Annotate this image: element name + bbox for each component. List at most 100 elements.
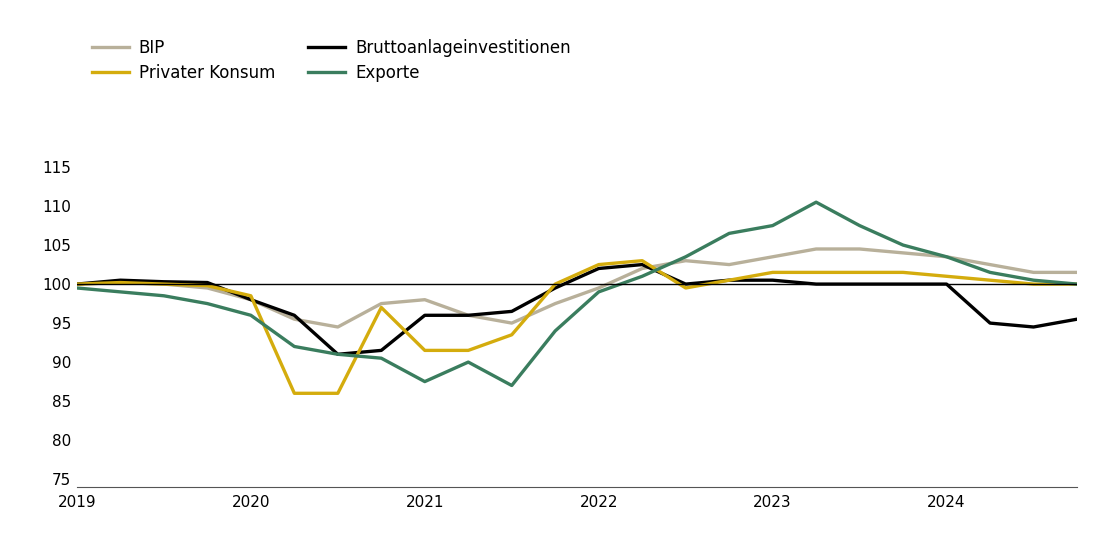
BIP bbox=[1070, 269, 1084, 275]
BIP bbox=[157, 281, 170, 287]
Line: Bruttoanlageinvestitionen: Bruttoanlageinvestitionen bbox=[77, 265, 1077, 354]
Privater Konsum bbox=[766, 269, 779, 275]
Bruttoanlageinvestitionen bbox=[897, 281, 910, 287]
BIP bbox=[244, 296, 257, 303]
Privater Konsum bbox=[810, 269, 823, 275]
Line: Exporte: Exporte bbox=[77, 202, 1077, 386]
Bruttoanlageinvestitionen bbox=[592, 265, 606, 272]
BIP bbox=[853, 246, 866, 252]
Bruttoanlageinvestitionen bbox=[331, 351, 344, 358]
Privater Konsum bbox=[157, 281, 170, 287]
Privater Konsum bbox=[984, 277, 997, 283]
BIP bbox=[766, 254, 779, 260]
Exporte bbox=[114, 289, 127, 295]
Bruttoanlageinvestitionen bbox=[548, 285, 562, 291]
Bruttoanlageinvestitionen bbox=[375, 347, 388, 354]
Line: Privater Konsum: Privater Konsum bbox=[77, 261, 1077, 393]
Bruttoanlageinvestitionen bbox=[419, 312, 432, 319]
Privater Konsum bbox=[419, 347, 432, 354]
Exporte bbox=[679, 254, 692, 260]
Privater Konsum bbox=[201, 282, 214, 289]
BIP bbox=[462, 312, 475, 319]
BIP bbox=[331, 324, 344, 330]
Bruttoanlageinvestitionen bbox=[114, 277, 127, 283]
Privater Konsum bbox=[592, 261, 606, 268]
Exporte bbox=[506, 382, 519, 389]
Bruttoanlageinvestitionen bbox=[70, 281, 84, 287]
Bruttoanlageinvestitionen bbox=[722, 277, 735, 283]
Privater Konsum bbox=[1070, 281, 1084, 287]
BIP bbox=[375, 300, 388, 307]
Exporte bbox=[288, 343, 301, 349]
BIP bbox=[548, 300, 562, 307]
Privater Konsum bbox=[70, 281, 84, 287]
BIP bbox=[722, 261, 735, 268]
BIP bbox=[592, 285, 606, 291]
Bruttoanlageinvestitionen bbox=[810, 281, 823, 287]
Bruttoanlageinvestitionen bbox=[288, 312, 301, 319]
Exporte bbox=[940, 254, 953, 260]
Bruttoanlageinvestitionen bbox=[1070, 316, 1084, 322]
Bruttoanlageinvestitionen bbox=[157, 279, 170, 285]
Bruttoanlageinvestitionen bbox=[1026, 324, 1040, 330]
BIP bbox=[984, 261, 997, 268]
Privater Konsum bbox=[331, 390, 344, 397]
Exporte bbox=[810, 199, 823, 206]
Exporte bbox=[1026, 277, 1040, 283]
Privater Konsum bbox=[506, 332, 519, 338]
Privater Konsum bbox=[897, 269, 910, 275]
Line: BIP: BIP bbox=[77, 249, 1077, 327]
Exporte bbox=[375, 355, 388, 361]
Bruttoanlageinvestitionen bbox=[853, 281, 866, 287]
Exporte bbox=[592, 289, 606, 295]
BIP bbox=[114, 279, 127, 286]
Bruttoanlageinvestitionen bbox=[506, 308, 519, 315]
Privater Konsum bbox=[462, 347, 475, 354]
Privater Konsum bbox=[288, 390, 301, 397]
Bruttoanlageinvestitionen bbox=[635, 261, 648, 268]
Privater Konsum bbox=[722, 277, 735, 283]
Legend: BIP, Privater Konsum, Bruttoanlageinvestitionen, Exporte: BIP, Privater Konsum, Bruttoanlageinvest… bbox=[86, 32, 577, 88]
Bruttoanlageinvestitionen bbox=[940, 281, 953, 287]
Bruttoanlageinvestitionen bbox=[244, 296, 257, 303]
Exporte bbox=[244, 312, 257, 319]
Exporte bbox=[462, 359, 475, 365]
Privater Konsum bbox=[244, 293, 257, 299]
Exporte bbox=[548, 328, 562, 334]
Exporte bbox=[897, 242, 910, 248]
Privater Konsum bbox=[375, 304, 388, 311]
Bruttoanlageinvestitionen bbox=[462, 312, 475, 319]
Exporte bbox=[635, 273, 648, 280]
BIP bbox=[810, 246, 823, 252]
Exporte bbox=[1070, 281, 1084, 287]
BIP bbox=[1026, 269, 1040, 275]
BIP bbox=[70, 281, 84, 287]
Bruttoanlageinvestitionen bbox=[984, 320, 997, 326]
Bruttoanlageinvestitionen bbox=[679, 281, 692, 287]
Privater Konsum bbox=[940, 273, 953, 280]
Exporte bbox=[766, 222, 779, 229]
Exporte bbox=[331, 351, 344, 358]
Exporte bbox=[722, 230, 735, 236]
BIP bbox=[679, 258, 692, 264]
Exporte bbox=[853, 222, 866, 229]
Privater Konsum bbox=[853, 269, 866, 275]
Privater Konsum bbox=[635, 258, 648, 264]
BIP bbox=[201, 285, 214, 291]
Exporte bbox=[419, 378, 432, 385]
Bruttoanlageinvestitionen bbox=[201, 279, 214, 286]
Exporte bbox=[157, 293, 170, 299]
Exporte bbox=[201, 300, 214, 307]
Bruttoanlageinvestitionen bbox=[766, 277, 779, 283]
Privater Konsum bbox=[1026, 281, 1040, 287]
Exporte bbox=[70, 285, 84, 291]
BIP bbox=[506, 320, 519, 326]
BIP bbox=[940, 254, 953, 260]
Privater Konsum bbox=[679, 285, 692, 291]
BIP bbox=[635, 265, 648, 272]
BIP bbox=[419, 296, 432, 303]
Exporte bbox=[984, 269, 997, 275]
Privater Konsum bbox=[114, 279, 127, 286]
BIP bbox=[897, 249, 910, 256]
Privater Konsum bbox=[548, 281, 562, 287]
